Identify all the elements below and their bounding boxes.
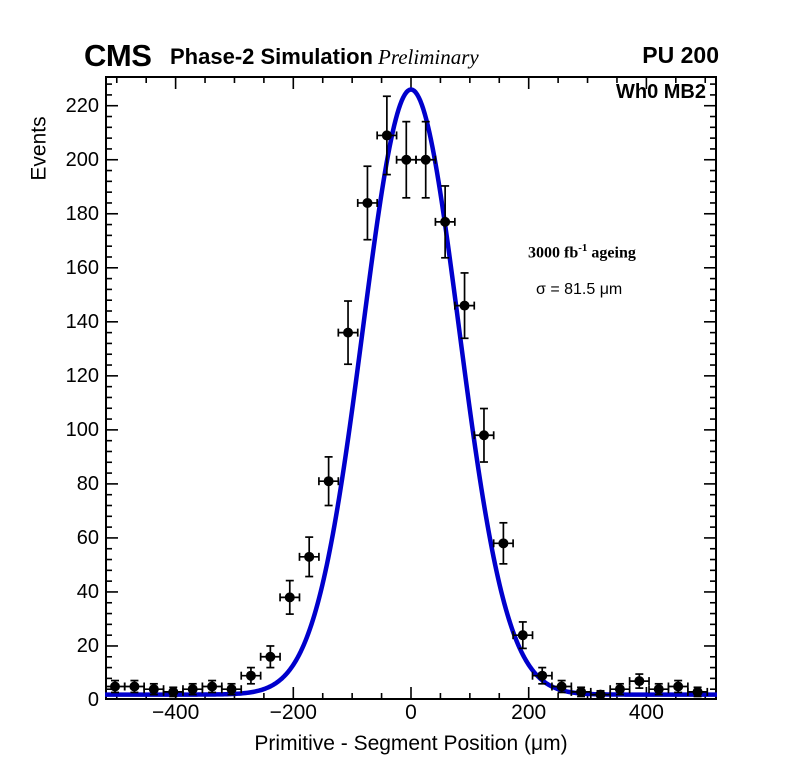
preliminary-label: Preliminary <box>378 45 479 69</box>
y-tick-label: 200 <box>65 148 99 171</box>
y-tick-label: 140 <box>65 310 99 333</box>
y-tick-label: 20 <box>76 634 99 657</box>
chamber-label: Wh0 MB2 <box>616 81 706 103</box>
plot-header: CMS Phase-2 Simulation Preliminary PU 20… <box>0 0 796 76</box>
x-axis-title: Primitive - Segment Position (μm) <box>254 732 568 755</box>
y-axis-tick-labels: 0 20 40 60 80 100 120 140 160 180 200 220 <box>0 0 99 772</box>
simulation-label: Phase-2 Simulation <box>170 44 373 69</box>
ageing-value: 3000 fb <box>528 244 579 262</box>
plot-area <box>105 76 717 700</box>
sigma-annotation: σ = 81.5 μm <box>536 281 623 298</box>
y-tick-label: 40 <box>76 580 99 603</box>
x-tick-label: 0 <box>405 701 417 724</box>
y-tick-label: 100 <box>65 418 99 441</box>
y-tick-label: 180 <box>65 202 99 225</box>
y-tick-label: 80 <box>76 472 99 495</box>
y-tick-label: 0 <box>87 689 99 711</box>
y-tick-label: 120 <box>65 364 99 387</box>
ageing-exponent: -1 <box>578 242 588 254</box>
y-tick-label: 60 <box>76 526 99 549</box>
ageing-annotation: 3000 fb-1 ageing <box>528 240 636 261</box>
cms-logo: CMS <box>84 38 152 73</box>
pileup-label: PU 200 <box>642 42 719 68</box>
ageing-suffix: ageing <box>587 244 636 262</box>
x-tick-label: −200 <box>269 701 317 724</box>
y-tick-label: 160 <box>65 256 99 279</box>
x-tick-label: −400 <box>151 701 200 724</box>
y-tick-label: 220 <box>65 94 99 117</box>
x-tick-label: 400 <box>628 701 664 724</box>
x-tick-label: 200 <box>511 701 547 724</box>
